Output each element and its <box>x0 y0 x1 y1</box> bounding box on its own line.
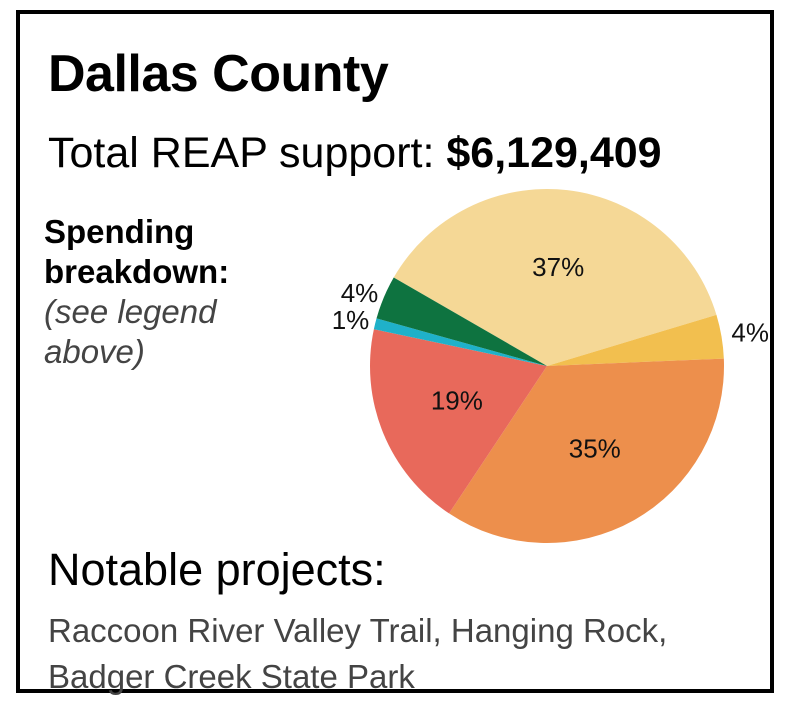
pie-slice-2 <box>547 314 724 366</box>
pie-label-2: 4% <box>731 318 769 348</box>
pie-slice-5 <box>373 318 547 366</box>
spending-heading-1: Spending <box>44 213 195 250</box>
pie-label-4: 19% <box>431 386 483 416</box>
county-title: Dallas County <box>48 45 389 103</box>
notable-projects-line-1: Raccoon River Valley Trail, Hanging Rock… <box>48 612 668 649</box>
pie-slice-1 <box>393 188 717 366</box>
spending-breakdown: Spending breakdown: (see legend above) <box>44 212 229 372</box>
pie-slice-4 <box>370 329 547 514</box>
spending-heading-2: breakdown: <box>44 253 230 290</box>
spending-note-2: above) <box>44 333 145 370</box>
spending-note-1: (see legend <box>44 293 217 330</box>
notable-projects-line-2: Badger Creek State Park <box>48 658 415 695</box>
pie-label-3: 35% <box>569 434 621 464</box>
pie-label-6: 4% <box>341 278 379 308</box>
pie-slice-6 <box>376 277 547 366</box>
total-support: Total REAP support: $6,129,409 <box>48 132 662 175</box>
total-value: $6,129,409 <box>446 129 662 177</box>
pie-label-1: 37% <box>532 252 584 282</box>
notable-projects-list: Raccoon River Valley Trail, Hanging Rock… <box>48 608 768 700</box>
total-label: Total REAP support: <box>48 129 435 177</box>
pie-slice-3 <box>449 358 724 543</box>
notable-projects-heading: Notable projects: <box>48 544 386 595</box>
pie-label-5: 1% <box>332 305 370 335</box>
